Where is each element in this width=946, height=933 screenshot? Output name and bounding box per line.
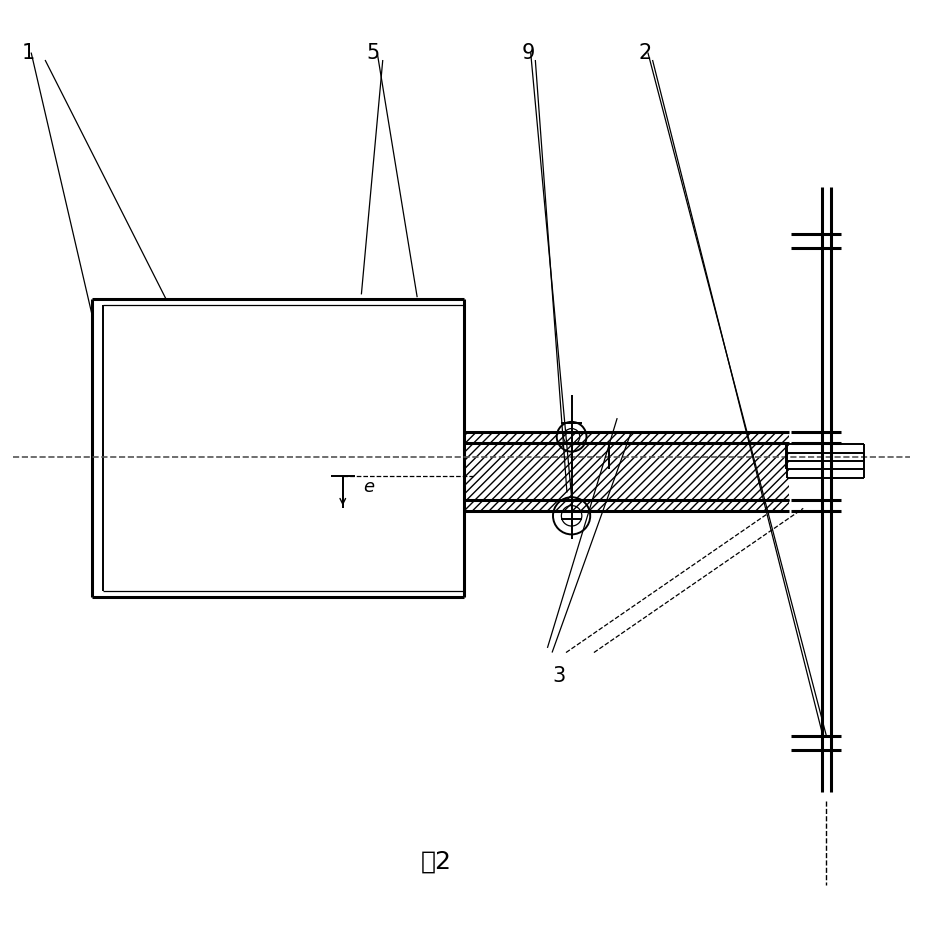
Text: 3: 3 — [552, 666, 566, 687]
Text: 9: 9 — [521, 43, 534, 63]
Text: 图2: 图2 — [420, 850, 451, 874]
Text: 5: 5 — [366, 43, 379, 63]
Text: e: e — [363, 479, 375, 496]
Text: 1: 1 — [22, 43, 35, 63]
Bar — [464, 432, 789, 511]
Text: 2: 2 — [639, 43, 652, 63]
